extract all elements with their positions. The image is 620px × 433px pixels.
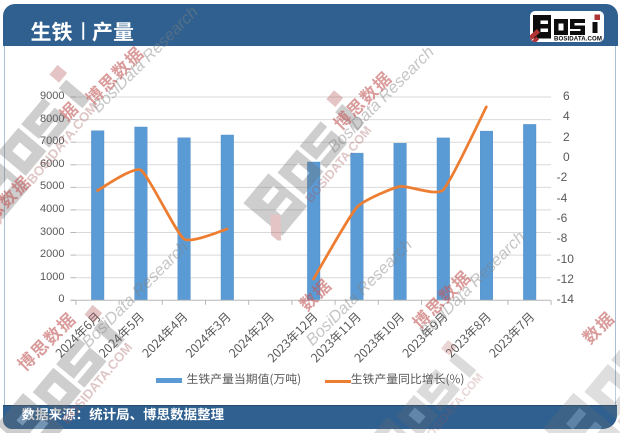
- svg-text:BOSIDATA.COM: BOSIDATA.COM: [554, 36, 602, 43]
